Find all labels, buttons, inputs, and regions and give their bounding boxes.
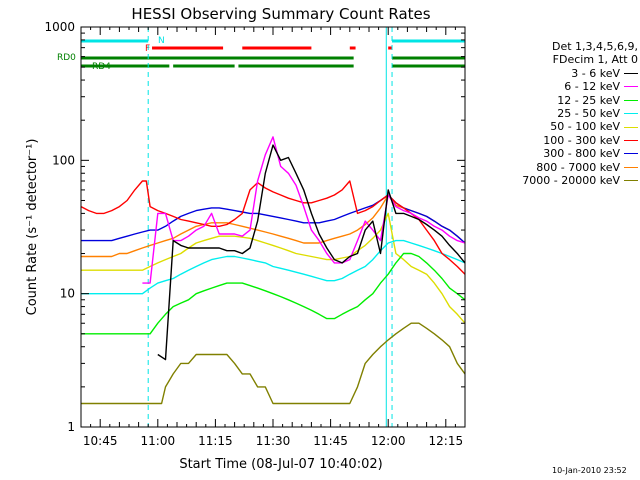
- series-line: [80, 180, 466, 275]
- legend-item: 6 - 12 keV: [490, 80, 638, 93]
- x-tick-label: 12:15: [429, 434, 464, 448]
- plot-timestamp: 10-Jan-2010 23:52: [552, 466, 627, 475]
- legend-swatch: [624, 73, 638, 75]
- legend-item: 800 - 7000 keV: [490, 161, 638, 174]
- x-tick-label: 11:00: [141, 434, 176, 448]
- series-line: [142, 136, 466, 284]
- flag-bars: NF RD0 RD4: [57, 36, 465, 72]
- series-line: [157, 144, 466, 361]
- flag-label: RD4: [92, 62, 111, 72]
- legend-item: 100 - 300 keV: [490, 134, 638, 147]
- legend-swatch: [624, 180, 638, 182]
- y-tick-label: 1000: [44, 20, 75, 34]
- plot-frame: [80, 26, 466, 428]
- series-line: [81, 252, 466, 335]
- legend-header-line-1: Det 1,3,4,5,6,9,: [551, 40, 638, 53]
- legend-item: 300 - 800 keV: [490, 147, 638, 160]
- legend: Det 1,3,4,5,6,9, FDecim 1, Att 0 3 - 6 k…: [490, 40, 638, 187]
- chart-title: HESSI Observing Summary Count Rates: [131, 5, 430, 23]
- y-tick-label: 100: [52, 153, 75, 167]
- legend-swatch: [624, 113, 638, 115]
- y-tick-label: 1: [67, 420, 75, 434]
- legend-swatch: [624, 140, 638, 142]
- series-line: [81, 194, 466, 258]
- legend-item-label: 300 - 800 keV: [543, 147, 620, 161]
- legend-header-line-2: FDecim 1, Att 0: [552, 53, 638, 67]
- legend-item-label: 3 - 6 keV: [571, 66, 620, 80]
- x-tick-label: 12:00: [371, 434, 406, 448]
- series-line: [81, 239, 466, 295]
- legend-item-label: 800 - 7000 keV: [536, 160, 620, 174]
- legend-swatch: [624, 99, 638, 101]
- legend-items: 3 - 6 keV 6 - 12 keV 12 - 25 keV 25 - 50 ke…: [490, 67, 638, 188]
- y-axis: 1 10 100 1000: [44, 20, 465, 434]
- legend-item: 7000 - 20000 keV: [490, 174, 638, 187]
- x-axis-label: Start Time (08-Jul-07 10:40:02): [179, 457, 382, 472]
- series-lines: [80, 136, 466, 405]
- legend-item: 3 - 6 keV: [490, 67, 638, 80]
- legend-item-label: 25 - 50 keV: [557, 107, 620, 121]
- legend-item-label: 7000 - 20000 keV: [522, 174, 620, 188]
- series-line: [81, 194, 466, 244]
- legend-swatch: [624, 126, 638, 128]
- x-axis: 10:45 11:00 11:15 11:30 11:45 12:00 12:15: [80, 27, 466, 448]
- legend-item-label: 50 - 100 keV: [550, 120, 620, 134]
- flag-label: N: [158, 36, 165, 46]
- legend-item: 12 - 25 keV: [490, 94, 638, 107]
- flag-label: F: [145, 44, 150, 54]
- x-tick-label: 10:45: [83, 434, 118, 448]
- x-tick-label: 11:45: [313, 434, 348, 448]
- series-line: [81, 322, 466, 405]
- legend-item-label: 12 - 25 keV: [557, 93, 620, 107]
- x-tick-label: 11:30: [256, 434, 291, 448]
- legend-item-label: 100 - 300 keV: [543, 133, 620, 147]
- legend-swatch: [624, 86, 638, 88]
- legend-item: 50 - 100 keV: [490, 120, 638, 133]
- legend-swatch: [624, 153, 638, 155]
- flag-label: RD0: [57, 53, 76, 63]
- legend-swatch: [624, 166, 638, 168]
- y-tick-label: 10: [60, 287, 75, 301]
- legend-item-label: 6 - 12 keV: [564, 80, 620, 94]
- legend-item: 25 - 50 keV: [490, 107, 638, 120]
- x-tick-label: 11:15: [198, 434, 233, 448]
- series-line: [81, 212, 466, 324]
- y-axis-label: Count Rate (s⁻¹ detector⁻¹): [25, 139, 40, 316]
